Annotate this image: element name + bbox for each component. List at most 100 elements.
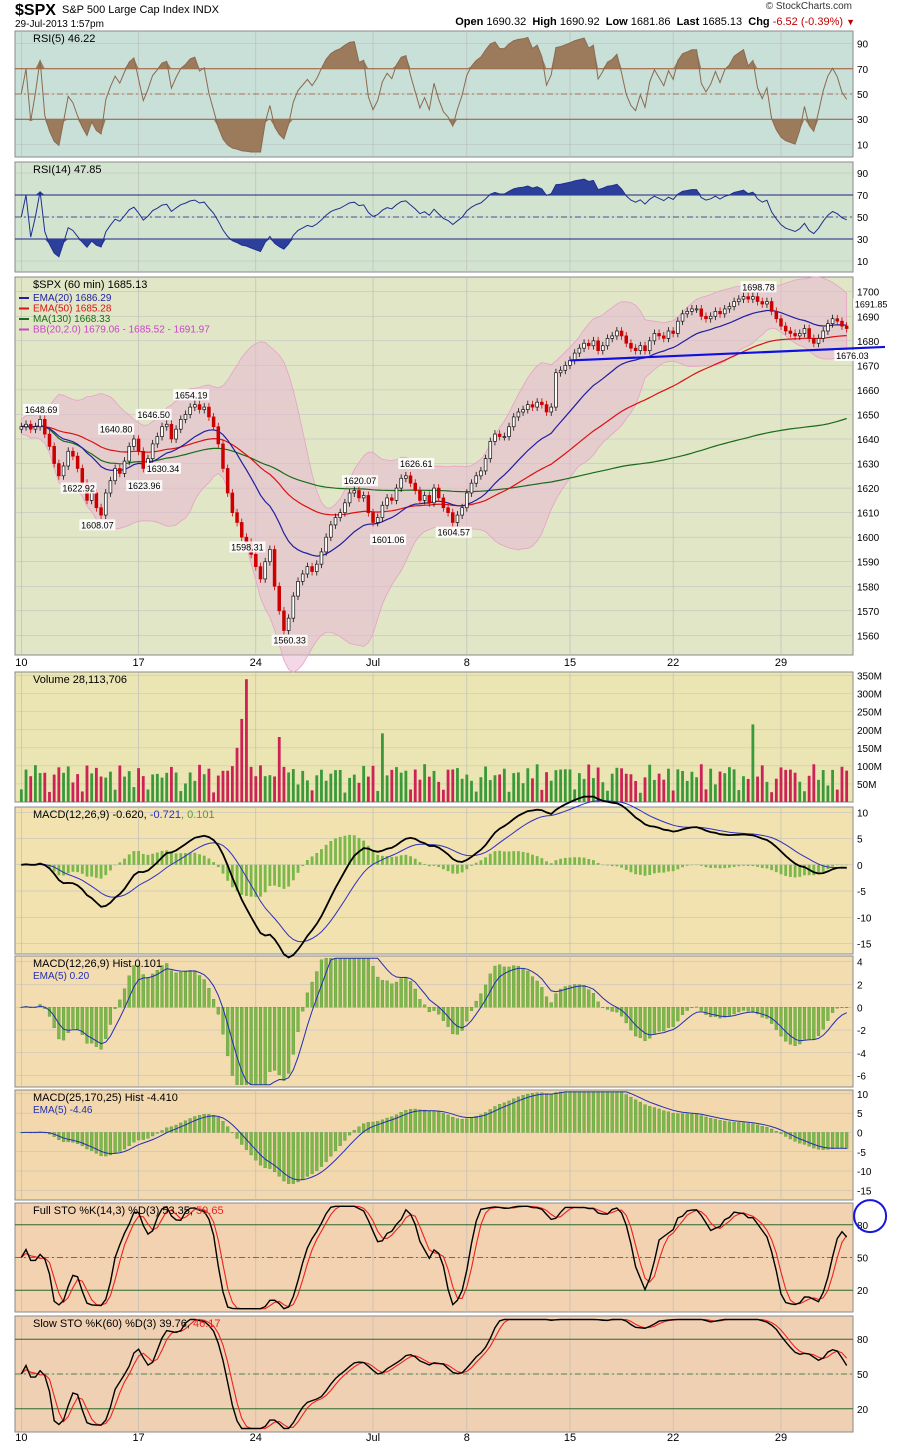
macd-hist2-bar <box>282 1007 286 1081</box>
price-label-bg <box>145 462 182 474</box>
candle-body <box>502 436 507 438</box>
macd-hist2-bar <box>118 999 122 1008</box>
price-ytick: 1660 <box>857 386 880 397</box>
macd-ytick: -5 <box>857 887 866 898</box>
macd-long-bar <box>802 1132 807 1145</box>
price-annotation: 1630.34 <box>147 464 180 474</box>
candle-body <box>605 338 610 347</box>
panel-mh <box>14 955 854 1088</box>
volume-bar <box>460 778 464 802</box>
candle-body <box>798 333 802 337</box>
macd-hist2-bar <box>587 989 591 1008</box>
macd-hist-bar <box>268 864 272 886</box>
macd-long-bar <box>723 1120 727 1133</box>
candle-body <box>113 468 117 482</box>
candle-body <box>361 495 366 499</box>
date-axis-bottom-tick-5: 15 <box>564 1432 576 1444</box>
macd-hist2-bar <box>774 1007 778 1030</box>
macd-long-bar <box>376 1121 380 1133</box>
macd-hist2-bar <box>521 968 525 1008</box>
macd-long-bar <box>451 1116 455 1133</box>
volume-bar <box>104 777 108 802</box>
macd-hist-bar <box>737 864 741 867</box>
macd-hist-bar <box>606 864 609 866</box>
candle-body <box>305 566 310 575</box>
symbol: $SPX <box>15 2 56 19</box>
macd-hist2-bar <box>765 1007 769 1019</box>
volume-bar <box>76 774 80 802</box>
macd-long-bar <box>362 1123 366 1133</box>
volume-bar <box>821 770 825 802</box>
volume-bar <box>699 764 703 802</box>
macd-long-bar <box>385 1117 389 1133</box>
macd-hist2-bar <box>826 1007 830 1021</box>
volume-bar <box>737 790 741 802</box>
macd-hist2-bar <box>760 1007 764 1018</box>
volume-bar <box>57 767 61 802</box>
macd-hist2-bar <box>798 1007 802 1045</box>
macd-hist-bar <box>681 864 684 868</box>
volume-bar <box>254 776 258 802</box>
macd-hist2-bar <box>559 988 563 1008</box>
volume-bar <box>334 770 337 802</box>
macd-long-bar <box>751 1123 755 1133</box>
macd-long-bar <box>770 1128 774 1133</box>
panel-mhl <box>14 1089 854 1201</box>
macd-long-bar <box>732 1121 736 1133</box>
macd-hist2-bar <box>573 984 577 1008</box>
macd-hist-bar <box>728 864 731 868</box>
macd-hist2-bar <box>427 1007 431 1013</box>
macd-long-bar <box>680 1113 685 1133</box>
macd-long-bar <box>432 1110 436 1133</box>
macd-hist-bar <box>615 864 619 867</box>
macd-long-bar <box>591 1091 595 1133</box>
candle-body <box>788 330 793 334</box>
candle-body <box>497 433 502 437</box>
candle-body <box>544 404 549 413</box>
volume-bar <box>376 790 380 802</box>
macd-hist2-bar <box>80 1007 84 1035</box>
volume-bar <box>540 789 544 802</box>
candle-body <box>807 328 811 339</box>
fsto-d-line <box>20 1205 848 1310</box>
macd-long-bar <box>648 1106 652 1133</box>
candle-body <box>769 301 774 312</box>
macd-hist2-bar <box>432 1007 436 1011</box>
volume-bar <box>127 771 131 802</box>
macd-hist-bar <box>798 864 802 877</box>
macd-hist2-bar <box>690 1007 694 1008</box>
macd-hist2-bar <box>530 976 535 1008</box>
macd-hist2-bar <box>784 1007 788 1042</box>
macd-hist2-bar <box>104 1007 108 1039</box>
macd-hist2-bar <box>179 971 183 1008</box>
macd-long-bar <box>197 1115 202 1133</box>
candle-body <box>380 504 385 518</box>
macd-long-bar <box>685 1113 689 1133</box>
volume-bar <box>592 778 595 802</box>
macd-hist-bar <box>113 864 117 866</box>
volume-bar <box>371 765 375 802</box>
price-ytick: 1580 <box>857 582 880 593</box>
volume-bar <box>826 785 830 802</box>
macd-long-bar <box>746 1123 750 1133</box>
legend-entry: EMA(50) 1685.28 <box>33 304 112 315</box>
macd-hist2-bar <box>296 1007 300 1032</box>
macd-hist2-bar <box>413 988 417 1008</box>
volume-bar <box>216 775 220 802</box>
macd-long-bar <box>666 1111 671 1133</box>
macd-hist2-bar <box>212 999 216 1008</box>
candle-body <box>61 465 66 477</box>
macd-hist-bar <box>287 864 291 887</box>
volume-ytick: 50M <box>857 780 876 791</box>
ssto-title: Slow STO %K(60) %D(3) 39.76, 46.17 <box>33 1318 221 1330</box>
ssto-d-value: 46.17 <box>193 1318 221 1330</box>
candle-body <box>451 512 455 523</box>
volume-bar <box>230 766 234 802</box>
candle-body <box>577 347 582 354</box>
macd-hist-bar <box>315 852 319 865</box>
volume-bar <box>568 769 572 802</box>
date-axis-bottom-tick-3: Jul <box>366 1432 380 1444</box>
macd-hist2-bar <box>746 1007 750 1012</box>
volume-bar <box>437 781 441 802</box>
price-ytick: 1650 <box>857 410 880 421</box>
